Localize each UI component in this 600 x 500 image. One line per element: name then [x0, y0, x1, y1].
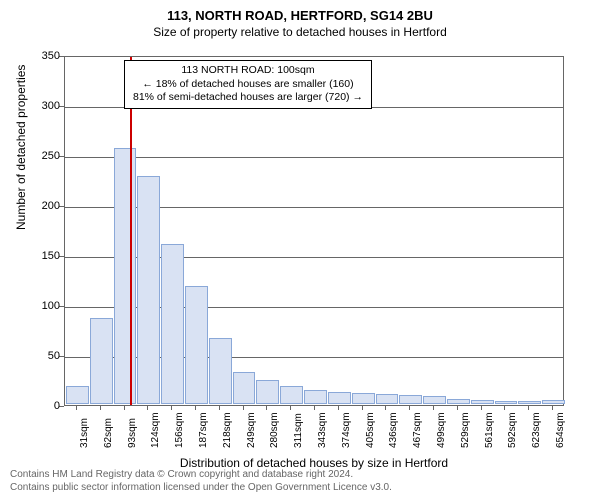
- chart-container: 113, NORTH ROAD, HERTFORD, SG14 2BU Size…: [0, 0, 600, 500]
- histogram-bar: [233, 372, 256, 404]
- xtick-label: 93sqm: [127, 418, 138, 448]
- xtick-mark: [76, 405, 77, 410]
- ytick-label: 300: [20, 100, 60, 112]
- title-sub: Size of property relative to detached ho…: [0, 23, 600, 39]
- histogram-bar: [328, 392, 351, 404]
- histogram-bar: [376, 394, 399, 404]
- xtick-mark: [266, 405, 267, 410]
- xtick-mark: [385, 405, 386, 410]
- xtick-mark: [433, 405, 434, 410]
- xtick-mark: [290, 405, 291, 410]
- histogram-bar: [399, 395, 422, 404]
- histogram-bar: [209, 338, 232, 404]
- xtick-label: 436sqm: [388, 412, 399, 448]
- xtick-label: 561sqm: [484, 412, 495, 448]
- histogram-bar: [161, 244, 184, 404]
- xtick-mark: [100, 405, 101, 410]
- xtick-mark: [171, 405, 172, 410]
- footer: Contains HM Land Registry data © Crown c…: [10, 468, 590, 494]
- xtick-label: 311sqm: [293, 413, 304, 448]
- histogram-bar: [280, 386, 303, 404]
- chart-area: Distribution of detached houses by size …: [64, 56, 564, 406]
- xtick-label: 374sqm: [341, 412, 352, 448]
- xtick-mark: [124, 405, 125, 410]
- histogram-bar: [137, 176, 160, 404]
- xtick-label: 343sqm: [317, 412, 328, 448]
- footer-line1: Contains HM Land Registry data © Crown c…: [10, 468, 590, 481]
- histogram-bar: [114, 148, 137, 404]
- xtick-mark: [481, 405, 482, 410]
- xtick-label: 529sqm: [460, 412, 471, 448]
- ytick-label: 100: [20, 300, 60, 312]
- ytick-label: 150: [20, 250, 60, 262]
- xtick-label: 499sqm: [436, 412, 447, 448]
- xtick-label: 62sqm: [103, 418, 114, 448]
- annotation-line2: ← 18% of detached houses are smaller (16…: [133, 78, 363, 92]
- xtick-label: 280sqm: [269, 412, 280, 448]
- xtick-mark: [457, 405, 458, 410]
- xtick-mark: [362, 405, 363, 410]
- histogram-bar: [256, 380, 279, 404]
- xtick-label: 218sqm: [222, 412, 233, 448]
- histogram-bar: [352, 393, 375, 404]
- annotation-box: 113 NORTH ROAD: 100sqm ← 18% of detached…: [124, 60, 372, 109]
- xtick-label: 124sqm: [150, 412, 161, 448]
- xtick-label: 405sqm: [365, 412, 376, 448]
- histogram-bar: [495, 401, 518, 404]
- xtick-mark: [314, 405, 315, 410]
- histogram-bar: [447, 399, 470, 404]
- xtick-label: 654sqm: [555, 412, 566, 448]
- ytick-label: 250: [20, 150, 60, 162]
- xtick-mark: [195, 405, 196, 410]
- histogram-bar: [423, 396, 446, 404]
- xtick-mark: [504, 405, 505, 410]
- xtick-mark: [552, 405, 553, 410]
- xtick-label: 592sqm: [507, 412, 518, 448]
- ytick-label: 350: [20, 50, 60, 62]
- xtick-mark: [219, 405, 220, 410]
- xtick-mark: [243, 405, 244, 410]
- xtick-label: 249sqm: [246, 412, 257, 448]
- xtick-label: 467sqm: [412, 412, 423, 448]
- xtick-label: 31sqm: [79, 418, 90, 448]
- xtick-mark: [147, 405, 148, 410]
- xtick-label: 156sqm: [174, 412, 185, 448]
- histogram-bar: [90, 318, 113, 404]
- ytick-label: 50: [20, 350, 60, 362]
- histogram-bar: [304, 390, 327, 404]
- ytick-label: 0: [20, 400, 60, 412]
- histogram-bar: [542, 400, 565, 404]
- histogram-bar: [518, 401, 541, 404]
- xtick-mark: [338, 405, 339, 410]
- histogram-bar: [185, 286, 208, 404]
- histogram-bar: [66, 386, 89, 404]
- xtick-mark: [409, 405, 410, 410]
- gridline: [65, 157, 563, 158]
- xtick-label: 623sqm: [531, 412, 542, 448]
- ytick-label: 200: [20, 200, 60, 212]
- xtick-label: 187sqm: [198, 412, 209, 448]
- marker-line: [130, 57, 132, 405]
- title-main: 113, NORTH ROAD, HERTFORD, SG14 2BU: [0, 0, 600, 23]
- annotation-line1: 113 NORTH ROAD: 100sqm: [133, 64, 363, 78]
- annotation-line3: 81% of semi-detached houses are larger (…: [133, 91, 363, 105]
- footer-line2: Contains public sector information licen…: [10, 481, 590, 494]
- histogram-bar: [471, 400, 494, 404]
- xtick-mark: [528, 405, 529, 410]
